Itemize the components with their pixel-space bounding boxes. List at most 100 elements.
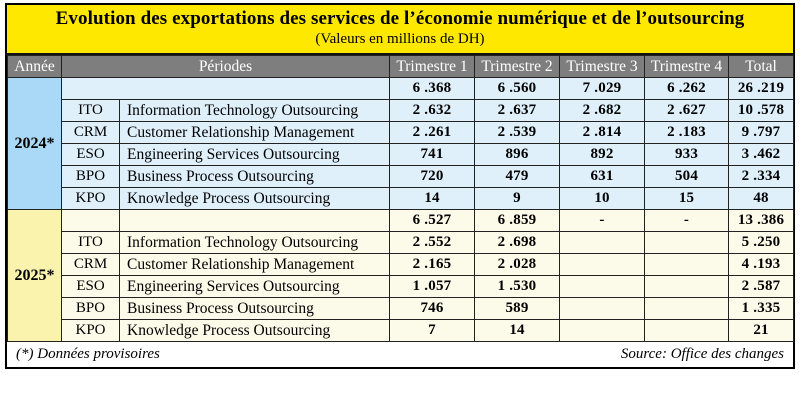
table-header-row: Année Périodes Trimestre 1 Trimestre 2 T… xyxy=(7,55,795,79)
category-abbr: CRM xyxy=(61,121,120,145)
year-cell-2025: 2025* xyxy=(7,209,62,343)
value-total: 4 .193 xyxy=(728,253,795,277)
col-header-total: Total xyxy=(728,55,795,79)
value-q1: 6 .527 xyxy=(389,209,476,233)
category-name: Knowledge Process Outsourcing xyxy=(118,187,391,211)
value-q4: 504 xyxy=(644,165,730,189)
table-row-2024-ito: ITO Information Technology Outsourcing 2… xyxy=(8,99,795,123)
value-q2: 2 .637 xyxy=(474,99,561,123)
category-abbr: KPO xyxy=(61,319,120,343)
category-abbr: ESO xyxy=(61,275,120,299)
table-row-2024-kpo: KPO Knowledge Process Outsourcing 14 9 1… xyxy=(8,187,795,211)
value-q2: 479 xyxy=(474,165,561,189)
value-total: 1 .335 xyxy=(728,297,795,321)
table-row-2024-bpo: BPO Business Process Outsourcing 720 479… xyxy=(8,165,795,189)
value-q3 xyxy=(559,253,646,277)
value-total: 13 .386 xyxy=(728,209,795,233)
value-q1: 6 .368 xyxy=(389,77,476,101)
section-2024: 2024* 6 .368 6 .560 7 .029 6 .262 26 .21… xyxy=(7,77,795,211)
value-q1: 1 .057 xyxy=(389,275,476,299)
value-q3 xyxy=(559,275,646,299)
value-q4 xyxy=(644,297,730,321)
category-name: Information Technology Outsourcing xyxy=(118,231,391,255)
value-q3 xyxy=(559,231,646,255)
col-header-trimestre-4: Trimestre 4 xyxy=(644,55,730,79)
periodes-blank-cell xyxy=(60,77,391,101)
value-q2: 9 xyxy=(474,187,561,211)
value-q2: 6 .859 xyxy=(474,209,561,233)
value-q4 xyxy=(644,231,730,255)
value-q1: 2 .261 xyxy=(389,121,476,145)
table-row-2024-total: 2024* 6 .368 6 .560 7 .029 6 .262 26 .21… xyxy=(7,77,795,211)
value-q2: 2 .698 xyxy=(474,231,561,255)
table-row-2025-ito: ITO Information Technology Outsourcing 2… xyxy=(8,231,795,255)
value-q4: 15 xyxy=(644,187,730,211)
footer-source: Source: Office des changes xyxy=(620,346,784,363)
value-q3: 2 .682 xyxy=(559,99,646,123)
category-abbr: BPO xyxy=(61,297,120,321)
value-q4 xyxy=(644,319,730,343)
value-q1: 2 .165 xyxy=(389,253,476,277)
category-abbr xyxy=(61,209,120,233)
category-abbr: CRM xyxy=(61,253,120,277)
category-name: Business Process Outsourcing xyxy=(118,165,391,189)
data-table: Année Périodes Trimestre 1 Trimestre 2 T… xyxy=(7,55,795,343)
table-frame: Evolution des exportations des services … xyxy=(5,3,795,370)
section-2025: 2025* 6 .527 6 .859 - - 13 .386 ITO Info… xyxy=(7,209,795,343)
category-name: Customer Relationship Management xyxy=(118,121,391,145)
value-q3: 631 xyxy=(559,165,646,189)
category-name: Information Technology Outsourcing xyxy=(118,99,391,123)
value-total: 2 .587 xyxy=(728,275,795,299)
value-total: 48 xyxy=(728,187,795,211)
value-total: 9 .797 xyxy=(728,121,795,145)
value-q1: 720 xyxy=(389,165,476,189)
col-header-periodes: Périodes xyxy=(60,55,391,79)
value-q2: 896 xyxy=(474,143,561,167)
value-total: 21 xyxy=(728,319,795,343)
value-q1: 14 xyxy=(389,187,476,211)
footer-bar: (*) Données provisoires Source: Office d… xyxy=(7,342,793,368)
value-q1: 2 .632 xyxy=(389,99,476,123)
page-subtitle: (Valeurs en millions de DH) xyxy=(315,30,485,47)
page-title: Evolution des exportations des services … xyxy=(55,8,745,29)
value-q1: 7 xyxy=(389,319,476,343)
category-abbr: KPO xyxy=(61,187,120,211)
table-row-2025-crm: CRM Customer Relationship Management 2 .… xyxy=(8,253,795,277)
value-q3: 892 xyxy=(559,143,646,167)
table-row-2025-eso: ESO Engineering Services Outsourcing 1 .… xyxy=(8,275,795,299)
value-q4: 6 .262 xyxy=(644,77,730,101)
value-q4: 933 xyxy=(644,143,730,167)
category-name xyxy=(118,209,391,233)
value-q4: - xyxy=(644,209,730,233)
category-name: Engineering Services Outsourcing xyxy=(118,143,391,167)
value-q4: 2 .627 xyxy=(644,99,730,123)
value-q3: 10 xyxy=(559,187,646,211)
value-total: 26 .219 xyxy=(728,77,795,101)
value-total: 2 .334 xyxy=(728,165,795,189)
value-q2: 1 .530 xyxy=(474,275,561,299)
table-row-2025-bpo: BPO Business Process Outsourcing 746 589… xyxy=(8,297,795,321)
value-q3: 2 .814 xyxy=(559,121,646,145)
category-name: Engineering Services Outsourcing xyxy=(118,275,391,299)
col-header-annee: Année xyxy=(7,55,62,79)
value-q3: - xyxy=(559,209,646,233)
col-header-trimestre-3: Trimestre 3 xyxy=(559,55,646,79)
value-q4 xyxy=(644,275,730,299)
value-q2: 14 xyxy=(474,319,561,343)
category-abbr: ITO xyxy=(61,99,120,123)
table-row-2025-total: 2025* 6 .527 6 .859 - - 13 .386 xyxy=(7,209,795,343)
col-header-trimestre-1: Trimestre 1 xyxy=(389,55,476,79)
footer-note: (*) Données provisoires xyxy=(16,346,160,363)
category-name: Business Process Outsourcing xyxy=(118,297,391,321)
value-q4 xyxy=(644,253,730,277)
value-q2: 2 .028 xyxy=(474,253,561,277)
table-row-2024-eso: ESO Engineering Services Outsourcing 741… xyxy=(8,143,795,167)
value-q3 xyxy=(559,319,646,343)
value-q1: 2 .552 xyxy=(389,231,476,255)
title-block: Evolution des exportations des services … xyxy=(7,5,793,56)
value-q3: 7 .029 xyxy=(559,77,646,101)
category-abbr: BPO xyxy=(61,165,120,189)
value-total: 5 .250 xyxy=(728,231,795,255)
year-cell-2024: 2024* xyxy=(7,77,62,211)
value-q4: 2 .183 xyxy=(644,121,730,145)
